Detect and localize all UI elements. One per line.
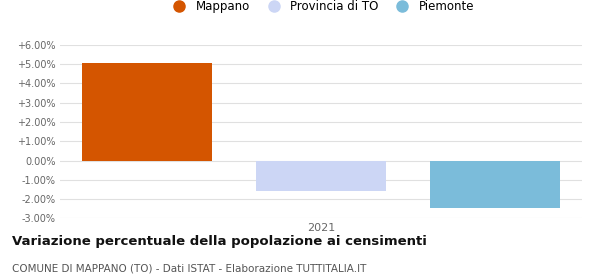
Text: COMUNE DI MAPPANO (TO) - Dati ISTAT - Elaborazione TUTTITALIA.IT: COMUNE DI MAPPANO (TO) - Dati ISTAT - El… — [12, 263, 367, 273]
Bar — [82, 63, 212, 160]
Bar — [430, 160, 560, 208]
Legend: Mappano, Provincia di TO, Piemonte: Mappano, Provincia di TO, Piemonte — [163, 0, 479, 18]
Text: Variazione percentuale della popolazione ai censimenti: Variazione percentuale della popolazione… — [12, 235, 427, 248]
Bar — [256, 160, 386, 192]
